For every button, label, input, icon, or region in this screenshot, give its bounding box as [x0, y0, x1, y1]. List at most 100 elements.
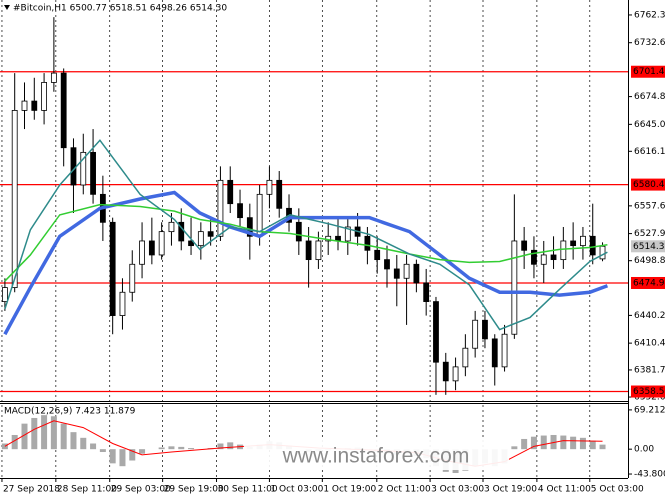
macd-bar	[139, 449, 146, 454]
macd-bar	[99, 449, 106, 453]
macd-bar	[530, 436, 537, 450]
macd-bar	[41, 415, 48, 450]
candle-body	[482, 319, 488, 340]
candle-body	[580, 235, 586, 247]
y-tick-label: 6762.35	[634, 10, 665, 20]
candle-body	[452, 366, 459, 382]
candle-body	[237, 203, 243, 219]
macd-bar	[60, 423, 67, 450]
candle-body	[540, 254, 547, 265]
macd-bar	[521, 438, 528, 450]
y-tick-label: 6381.70	[634, 365, 665, 375]
moving-average	[4, 139, 608, 331]
y-tick-label: 6498.85	[634, 256, 665, 266]
macd-bar	[599, 444, 606, 450]
macd-bar	[178, 446, 185, 450]
x-tick-label: 28 Sep 11:00	[57, 485, 117, 495]
macd-title: MACD(12,26,9) 7.423 11.879	[4, 407, 136, 417]
macd-bar	[227, 442, 234, 450]
candle-body	[315, 240, 322, 261]
macd-bar	[217, 443, 224, 450]
macd-bar	[560, 435, 567, 450]
x-tick-label: 29 Sep 03:00	[111, 485, 171, 495]
candle-body	[1, 287, 8, 302]
x-tick-label: 3 Oct 03:00	[431, 485, 484, 495]
macd-bar	[168, 446, 175, 450]
y-tick-label: 6732.60	[634, 38, 665, 48]
y-tick-label: 6352.65	[634, 393, 665, 403]
candle-body	[168, 221, 175, 233]
candle-body	[31, 100, 38, 111]
candle-body	[599, 245, 606, 260]
macd-bar	[579, 437, 586, 450]
y-tick-label: 6440.20	[634, 311, 665, 321]
y-tick-label: 0.00	[634, 445, 654, 455]
candle-body	[384, 259, 390, 270]
candle-body	[80, 151, 87, 186]
macd-bar	[21, 423, 28, 450]
candle-body	[41, 82, 47, 111]
candle-body	[129, 263, 136, 293]
candle-body	[344, 226, 351, 242]
macd-bar	[80, 437, 87, 450]
level-label-box	[631, 276, 665, 289]
y-tick-label: 6557.65	[634, 201, 665, 211]
x-tick-label: 27 Sep 2018	[3, 485, 60, 495]
x-tick-label: 4 Oct 11:00	[538, 485, 591, 495]
level-label: 6701.47	[633, 67, 665, 77]
watermark: www.instaforex.com	[282, 445, 470, 468]
level-label-box	[631, 65, 665, 78]
watermark-box	[244, 440, 509, 470]
macd-bar	[158, 447, 165, 450]
macd-bar	[188, 448, 195, 450]
candle-body	[589, 235, 596, 256]
candle-body	[295, 221, 302, 242]
candle-body	[60, 72, 67, 149]
candle-body	[423, 282, 430, 302]
candle-body	[217, 179, 224, 237]
candle-body	[246, 217, 253, 237]
candle-body	[50, 72, 57, 83]
level-label: 6358.57	[633, 387, 665, 397]
collapse-icon	[4, 5, 10, 10]
moving-average	[3, 190, 609, 336]
candle-body	[276, 179, 283, 209]
y-tick-label: 69.212	[634, 405, 665, 415]
candle-body	[374, 249, 381, 261]
last-price-box	[631, 240, 665, 253]
candle-body	[511, 240, 518, 335]
candle-body	[148, 240, 155, 256]
x-tick-label: 29 Sep 19:00	[164, 485, 224, 495]
y-tick-label: 6527.90	[634, 229, 665, 239]
candle-body	[227, 179, 234, 205]
level-label: 6474.94	[633, 278, 665, 288]
candle-body	[70, 147, 77, 186]
macd-bar	[129, 449, 136, 461]
candle-body	[109, 221, 116, 316]
candle-body	[521, 240, 528, 251]
y-tick-label: 6674.80	[634, 92, 665, 102]
x-tick-label: 1 Oct 19:00	[323, 485, 376, 495]
candle-body	[462, 347, 469, 368]
candle-body	[119, 291, 126, 316]
y-tick-label: 6645.05	[634, 120, 665, 130]
macd-bar	[589, 440, 596, 450]
plot: 6762.35 6732.60 6674.80 6645.05 6616.15 6557.…	[0, 0, 665, 482]
level-label-box	[631, 178, 665, 191]
macd-bar	[119, 449, 126, 467]
candle-body	[501, 333, 508, 368]
macd-bar	[50, 416, 57, 450]
candle-body	[442, 361, 449, 382]
macd-bar	[90, 443, 97, 450]
macd-bar	[11, 434, 18, 450]
candle-body	[403, 263, 410, 279]
level-label: 6580.45	[633, 180, 665, 190]
candle-body	[266, 179, 273, 195]
x-tick-label: 30 Sep 11:00	[218, 485, 278, 495]
macd-bar	[70, 432, 77, 450]
y-tick-label: 6410.45	[634, 339, 665, 349]
candle-body	[413, 263, 420, 284]
macd-bar	[511, 446, 518, 450]
